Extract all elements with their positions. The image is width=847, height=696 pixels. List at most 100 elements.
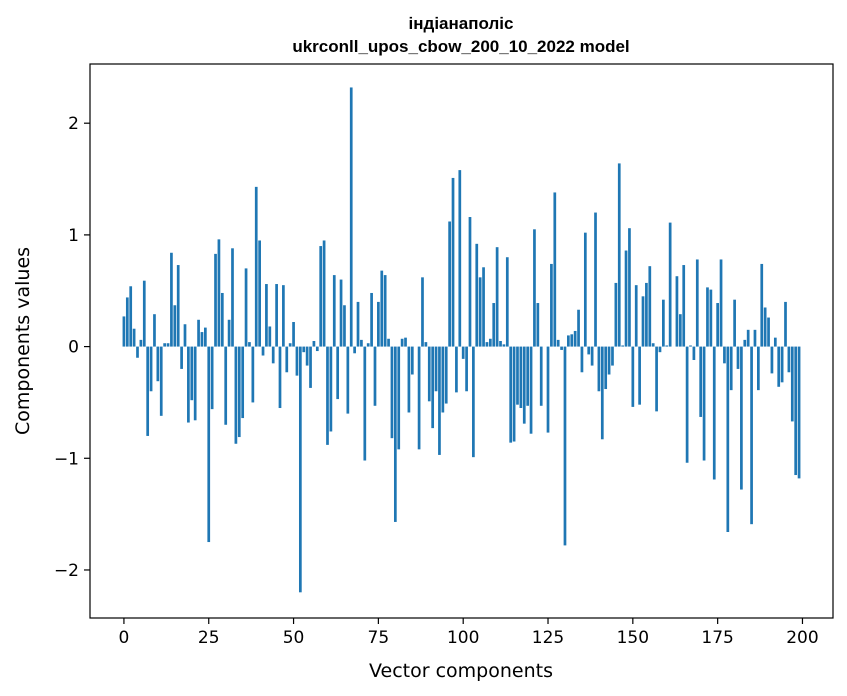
chart-title: індіанаполіс — [409, 14, 514, 33]
bar-81 — [397, 346, 401, 450]
bar-0 — [122, 316, 126, 347]
y-axis-label: Components values — [12, 247, 34, 435]
bar-149 — [628, 228, 631, 347]
bar-40 — [258, 240, 261, 347]
x-tick-label: 175 — [701, 628, 733, 648]
bar-74 — [373, 346, 377, 406]
bar-43 — [268, 326, 272, 347]
bar-195 — [784, 301, 787, 347]
bar-182 — [740, 346, 743, 490]
bar-146 — [617, 163, 621, 347]
x-tick-label: 200 — [786, 628, 818, 648]
bar-153 — [641, 296, 645, 347]
bar-121 — [533, 229, 536, 347]
bar-56 — [312, 341, 316, 347]
bar-144 — [611, 346, 614, 366]
bar-85 — [410, 346, 414, 375]
bar-34 — [237, 346, 241, 438]
bar-72 — [366, 343, 370, 347]
bar-178 — [726, 346, 730, 532]
bar-159 — [662, 299, 665, 347]
bar-91 — [431, 346, 435, 429]
bar-185 — [750, 346, 753, 525]
bar-170 — [699, 346, 703, 417]
bar-171 — [702, 346, 706, 461]
bar-49 — [288, 343, 292, 347]
bar-154 — [645, 282, 648, 347]
x-tick-label: 0 — [119, 628, 130, 648]
bar-99 — [458, 170, 462, 347]
bar-132 — [570, 334, 574, 347]
bar-15 — [173, 305, 177, 347]
bar-59 — [322, 240, 326, 347]
bar-155 — [648, 266, 652, 347]
bar-194 — [780, 346, 784, 383]
bar-97 — [451, 177, 455, 347]
bar-52 — [298, 346, 302, 593]
bar-188 — [760, 263, 764, 347]
bar-22 — [197, 319, 200, 347]
bar-89 — [424, 342, 428, 347]
bar-57 — [315, 346, 319, 352]
bar-17 — [180, 346, 183, 369]
bar-88 — [421, 277, 424, 347]
bar-63 — [336, 346, 340, 400]
bar-131 — [567, 335, 570, 347]
bar-98 — [455, 346, 458, 393]
bar-78 — [387, 338, 390, 347]
bar-129 — [560, 346, 563, 350]
bar-13 — [166, 343, 170, 347]
bar-140 — [597, 346, 601, 392]
bar-36 — [244, 268, 248, 347]
bar-21 — [193, 346, 197, 421]
bar-160 — [665, 345, 669, 347]
bar-83 — [404, 337, 407, 347]
bar-96 — [448, 221, 451, 347]
bar-64 — [339, 279, 343, 347]
bar-145 — [614, 282, 618, 347]
bar-103 — [472, 346, 475, 458]
bar-7 — [146, 346, 150, 436]
bar-9 — [153, 314, 156, 347]
bar-44 — [271, 346, 275, 364]
bar-172 — [706, 287, 709, 347]
bar-47 — [282, 285, 285, 347]
bar-104 — [475, 243, 479, 347]
bar-10 — [156, 346, 160, 382]
bar-166 — [685, 346, 689, 463]
bar-150 — [631, 346, 635, 407]
bar-28 — [217, 239, 221, 347]
x-tick-label: 50 — [283, 628, 305, 648]
bar-184 — [746, 329, 750, 347]
bar-108 — [488, 338, 492, 347]
bar-174 — [712, 346, 716, 480]
bar-126 — [550, 263, 553, 347]
bar-23 — [200, 332, 204, 347]
bar-116 — [516, 346, 519, 405]
bar-11 — [159, 346, 163, 416]
bar-24 — [203, 327, 207, 347]
bar-134 — [577, 309, 580, 347]
bar-35 — [241, 346, 245, 419]
bar-138 — [590, 346, 594, 366]
bar-93 — [438, 346, 441, 455]
bar-110 — [495, 247, 499, 347]
bar-25 — [207, 346, 211, 543]
bar-67 — [349, 87, 353, 347]
bar-20 — [190, 346, 194, 401]
bar-137 — [587, 346, 591, 355]
bar-173 — [709, 289, 713, 347]
x-axis-ticks: 0 25 50 75 100 125 150 175 200 — [119, 618, 819, 648]
y-axis-ticks: −2 −1 0 1 2 — [54, 114, 90, 581]
bar-102 — [468, 217, 472, 347]
x-tick-label: 125 — [532, 628, 564, 648]
bar-186 — [753, 329, 757, 347]
bar-70 — [360, 339, 363, 347]
bar-196 — [787, 346, 791, 373]
bar-84 — [407, 346, 411, 413]
bar-135 — [580, 346, 584, 373]
bar-197 — [790, 346, 794, 422]
bar-51 — [295, 346, 299, 376]
bar-48 — [285, 346, 289, 373]
